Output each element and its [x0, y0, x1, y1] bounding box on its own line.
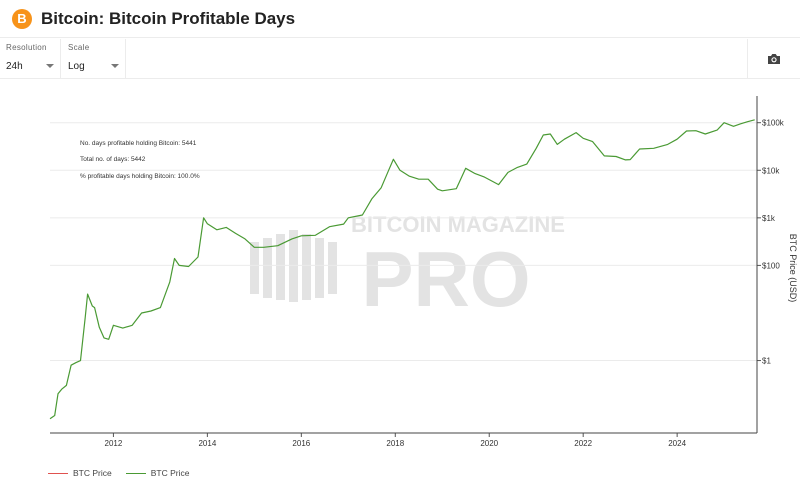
- x-tick-label-4: 2020: [480, 439, 498, 448]
- chevron-down-icon: [111, 64, 119, 68]
- legend-label-2: BTC Price: [150, 468, 190, 478]
- legend-item-1[interactable]: BTC Price: [48, 468, 112, 478]
- page-header: B Bitcoin: Bitcoin Profitable Days: [0, 0, 800, 38]
- btc-price-line: [49, 119, 755, 420]
- x-tick-label-5: 2022: [574, 439, 592, 448]
- y-tick-label-4: $100k: [762, 119, 785, 128]
- resolution-label: Resolution: [6, 43, 47, 52]
- x-tick-label-3: 2018: [386, 439, 404, 448]
- chart-axes: $1 $100 $1k $10k $100k 2012 2014 2016 2018 2020 20…: [50, 96, 785, 448]
- x-tick-label-6: 2024: [668, 439, 686, 448]
- price-chart: BITCOIN MAGAZINE PRO No. days profitable…: [49, 96, 798, 448]
- stat-profitable-days: No. days profitable holding Bitcoin: 544…: [80, 140, 197, 147]
- y-tick-label-3: $10k: [762, 166, 780, 175]
- y-tick-label-2: $1k: [762, 214, 776, 223]
- y-axis-title: BTC Price (USD): [788, 234, 798, 303]
- legend-swatch-2: [125, 472, 146, 474]
- scale-value[interactable]: Log: [68, 61, 125, 72]
- legend-item-2[interactable]: BTC Price: [125, 468, 190, 478]
- y-tick-label-0: $1: [762, 357, 771, 366]
- y-tick-label-1: $100: [762, 261, 780, 270]
- scale-label: Scale: [68, 43, 90, 52]
- stat-percent-profitable: % profitable days holding Bitcoin: 100.0…: [80, 173, 200, 180]
- page-title: Bitcoin: Bitcoin Profitable Days: [41, 8, 296, 28]
- resolution-select[interactable]: Resolution 24h: [0, 39, 61, 79]
- screenshot-button[interactable]: [747, 39, 800, 79]
- legend-swatch-1: [48, 472, 68, 474]
- watermark-line2: PRO: [361, 235, 530, 323]
- scale-value-text: Log: [68, 61, 85, 72]
- scale-select[interactable]: Scale Log: [62, 39, 126, 79]
- resolution-value[interactable]: 24h: [6, 61, 60, 72]
- chart-legend: BTC Price BTC Price: [48, 468, 203, 478]
- stat-total-days: Total no. of days: 5442: [80, 156, 146, 163]
- x-tick-label-1: 2014: [198, 439, 216, 448]
- chart-grid: [50, 122, 757, 362]
- series-group: [49, 119, 755, 420]
- x-tick-label-0: 2012: [105, 439, 123, 448]
- chart-controls: Resolution 24h Scale Log: [0, 39, 800, 79]
- camera-icon: [768, 54, 780, 64]
- bitcoin-icon: B: [12, 8, 32, 29]
- x-tick-label-2: 2016: [292, 439, 310, 448]
- legend-label-1: BTC Price: [73, 468, 112, 478]
- chevron-down-icon: [46, 64, 54, 68]
- watermark-emblem: [250, 230, 337, 302]
- watermark-logo: BITCOIN MAGAZINE PRO: [250, 212, 565, 323]
- resolution-value-text: 24h: [6, 61, 23, 72]
- stats-box: No. days profitable holding Bitcoin: 544…: [80, 140, 200, 180]
- watermark-line1: BITCOIN MAGAZINE: [351, 212, 565, 237]
